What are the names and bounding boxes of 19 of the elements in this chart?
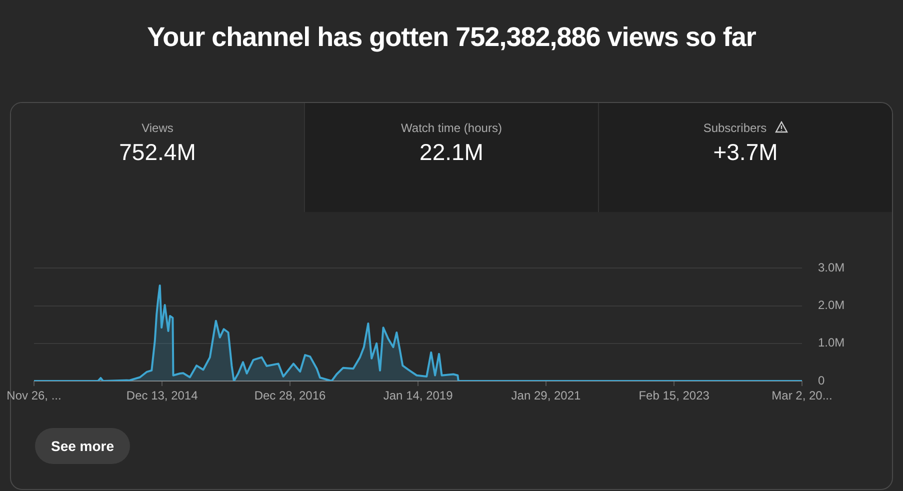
- y-tick-label: 2.0M: [818, 298, 845, 312]
- text: +3.7M: [712, 139, 779, 166]
- x-tick-label: Jan 14, 2019: [383, 388, 454, 403]
- x-tick-label: Dec 28, 2016: [254, 388, 326, 403]
- x-tick-label: Nov 26, ...: [6, 388, 62, 403]
- chart-title: Your channel has gotten 752,382,886 views so far: [146, 22, 757, 53]
- text: See more: [35, 428, 130, 464]
- x-tick-label: Feb 15, 2023: [638, 388, 710, 403]
- text: 22.1M: [418, 139, 484, 166]
- y-tick-label: 0: [818, 373, 825, 388]
- x-tick-label: Jan 29, 2021: [511, 388, 582, 403]
- x-tick-label: Dec 13, 2014: [126, 388, 198, 403]
- text: 752.4M: [118, 139, 197, 166]
- text: Subscribers: [703, 121, 767, 135]
- text: Views: [142, 121, 174, 135]
- x-tick-label: Mar 2, 20...: [772, 388, 832, 403]
- y-tick-label: 1.0M: [818, 336, 845, 350]
- text: Watch time (hours): [401, 121, 502, 135]
- y-tick-label: 3.0M: [818, 260, 845, 275]
